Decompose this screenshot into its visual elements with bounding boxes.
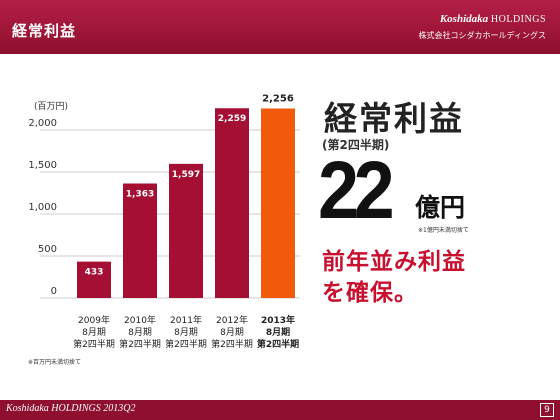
- x-tick-label: 2009年: [78, 314, 110, 326]
- headline-amount-unit: 億円: [415, 193, 466, 222]
- data-label: 2,259: [218, 114, 246, 124]
- x-tick-label: 第2四半期: [257, 338, 299, 350]
- bar: [169, 163, 203, 298]
- y-tick-label: 0: [51, 286, 57, 297]
- logo-brand: Koshidaka: [439, 13, 489, 25]
- x-tick-label: 2013年: [261, 314, 295, 326]
- footer-bar: Koshidaka HOLDINGS 2013Q2 9: [0, 400, 560, 420]
- x-tick-label: 2011年: [170, 314, 202, 326]
- headline-period: (第2四半期): [322, 138, 390, 152]
- data-label: 2,256: [262, 93, 294, 104]
- y-tick-label: 1,000: [28, 202, 57, 213]
- x-tick-label: 第2四半期: [165, 338, 207, 350]
- y-tick-label: 2,000: [28, 118, 57, 129]
- data-label: 1,597: [172, 170, 200, 180]
- x-tick-label: 8月期: [220, 327, 244, 338]
- x-tick-label: 8月期: [266, 326, 290, 338]
- x-tick-label: 8月期: [128, 327, 152, 338]
- chart-labels: 4332009年8月期第2四半期1,3632010年8月期第2四半期1,5972…: [73, 93, 299, 350]
- x-tick-label: 8月期: [82, 327, 106, 338]
- x-tick-label: 第2四半期: [211, 338, 253, 350]
- x-tick-label: 2012年: [216, 314, 248, 326]
- x-tick-label: 第2四半期: [119, 338, 161, 350]
- headline-amount: 22: [318, 145, 395, 236]
- message-line-1: 前年並み利益: [322, 249, 466, 275]
- bar: [77, 261, 111, 298]
- page-number: 9: [540, 403, 554, 417]
- chart-footnote: ※百万円未満切捨て: [28, 359, 82, 366]
- data-label: 1,363: [126, 190, 154, 200]
- y-axis-unit: (百万円): [34, 102, 69, 112]
- headline-amount-note: ※1億円未満切捨て: [418, 227, 469, 234]
- x-tick-label: 第2四半期: [73, 338, 115, 350]
- bar: [215, 108, 249, 298]
- message-line-2: を確保。: [322, 280, 418, 307]
- y-tick-label: 1,500: [28, 160, 57, 171]
- headline-title: 経常利益: [324, 99, 464, 138]
- x-tick-label: 2010年: [124, 314, 156, 326]
- bar: [261, 108, 295, 298]
- data-label: 433: [85, 268, 104, 278]
- header-title: 経常利益: [12, 22, 77, 40]
- company-logo: Koshidaka HOLDINGS: [440, 13, 546, 25]
- logo-holdings: HOLDINGS: [490, 14, 546, 25]
- chart-grid: 0 500 1,000 1,500 2,000: [28, 118, 300, 299]
- x-tick-label: 8月期: [174, 327, 198, 338]
- y-tick-label: 500: [38, 244, 57, 255]
- footer-text: Koshidaka HOLDINGS 2013Q2: [6, 403, 136, 414]
- logo-subtitle: 株式会社コシダカホールディングス: [418, 31, 546, 40]
- header-bar: 経常利益 Koshidaka HOLDINGS 株式会社コシダカホールディングス: [0, 0, 560, 54]
- bar: [123, 183, 157, 298]
- headline-message: 前年並み利益 を確保。: [322, 247, 466, 309]
- chart-bars: [77, 108, 295, 298]
